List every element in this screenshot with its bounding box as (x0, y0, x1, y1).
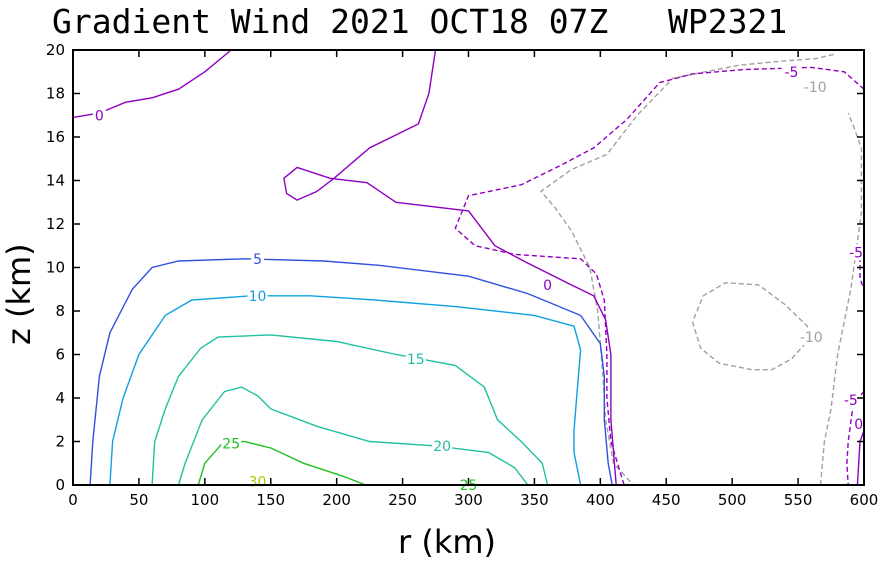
contour-line-5 (89, 258, 613, 486)
x-axis-label: r (km) (398, 523, 496, 561)
contour-label-30: 30 (249, 475, 267, 491)
y-tick-label: 10 (46, 259, 65, 277)
x-tick-label: 100 (191, 491, 220, 509)
x-tick-label: 500 (718, 491, 747, 509)
y-tick-label: 16 (46, 128, 65, 146)
x-tick-label: 550 (784, 491, 813, 509)
x-tick-label: 0 (68, 491, 78, 509)
contour-label-0: 0 (854, 417, 863, 433)
y-tick-label: 2 (55, 433, 65, 451)
x-tick-label: 250 (388, 491, 417, 509)
contour-label-15: 15 (407, 352, 425, 368)
y-tick-label: 4 (55, 389, 65, 407)
chart-title: Gradient Wind 2021 OCT18 07Z (52, 2, 608, 41)
contour-label--5: -5 (849, 245, 863, 261)
contour-label--5: -5 (785, 65, 799, 81)
contour-label-5: 5 (253, 252, 262, 268)
x-tick-label: 200 (322, 491, 351, 509)
contour-line--5 (454, 66, 865, 486)
y-tick-label: 12 (46, 215, 65, 233)
contour-line-10 (109, 295, 582, 486)
y-tick-label: 8 (55, 302, 65, 320)
y-tick-label: 6 (55, 346, 65, 364)
contour-label-bg (781, 63, 802, 80)
contour-label--10: -10 (800, 330, 823, 346)
contour-label-bg (541, 276, 555, 293)
x-tick-label: 450 (652, 491, 681, 509)
y-tick-label: 14 (46, 172, 65, 190)
contour-line--10 (691, 281, 812, 371)
axis-ticks: 0 50 100 150 200 250 300 350 400 450 500 550 6000246… (46, 41, 878, 509)
contour-label-0: 0 (95, 108, 104, 124)
contour-label-bg (846, 244, 867, 261)
contour-line--10 (539, 53, 834, 486)
y-tick-label: 0 (55, 476, 65, 494)
contour-label-bg (797, 329, 825, 346)
contour-line-15 (151, 334, 549, 486)
x-tick-label: 300 (454, 491, 483, 509)
y-tick-label: 18 (46, 85, 65, 103)
contour-label-bg (405, 350, 426, 367)
x-tick-label: 400 (586, 491, 615, 509)
contour-line--10 (819, 112, 863, 486)
contour-label-bg (247, 287, 268, 304)
contour-label-10: 10 (249, 289, 267, 305)
contour-label-0: 0 (543, 278, 552, 294)
contour-label-bg (251, 250, 265, 267)
contour-label-bg (432, 437, 453, 454)
contour-label-bg (92, 107, 106, 124)
contour-line-25 (197, 440, 366, 486)
contour-label-bg (221, 435, 242, 452)
contour-label-bg (840, 392, 861, 409)
contour-label-20: 20 (433, 439, 451, 455)
contour-label--5: -5 (844, 393, 858, 409)
x-tick-label: 600 (850, 491, 879, 509)
plot-frame (72, 49, 865, 486)
chart-title-id: WP2321 (668, 2, 787, 41)
contour-label-bg (801, 78, 829, 95)
x-tick-label: 50 (129, 491, 148, 509)
x-tick-label: 150 (256, 491, 285, 509)
contour-label--10: -10 (804, 80, 827, 96)
contour-lines (72, 49, 865, 486)
y-axis-label: z (km) (0, 243, 38, 345)
contour-label-bg (852, 416, 866, 433)
y-tick-label: 20 (46, 41, 65, 59)
contour-line-0 (283, 49, 617, 486)
x-tick-label: 350 (520, 491, 549, 509)
contour-line-20 (177, 386, 529, 486)
contour-line-0 (856, 430, 865, 486)
contour-label-25: 25 (222, 437, 240, 453)
